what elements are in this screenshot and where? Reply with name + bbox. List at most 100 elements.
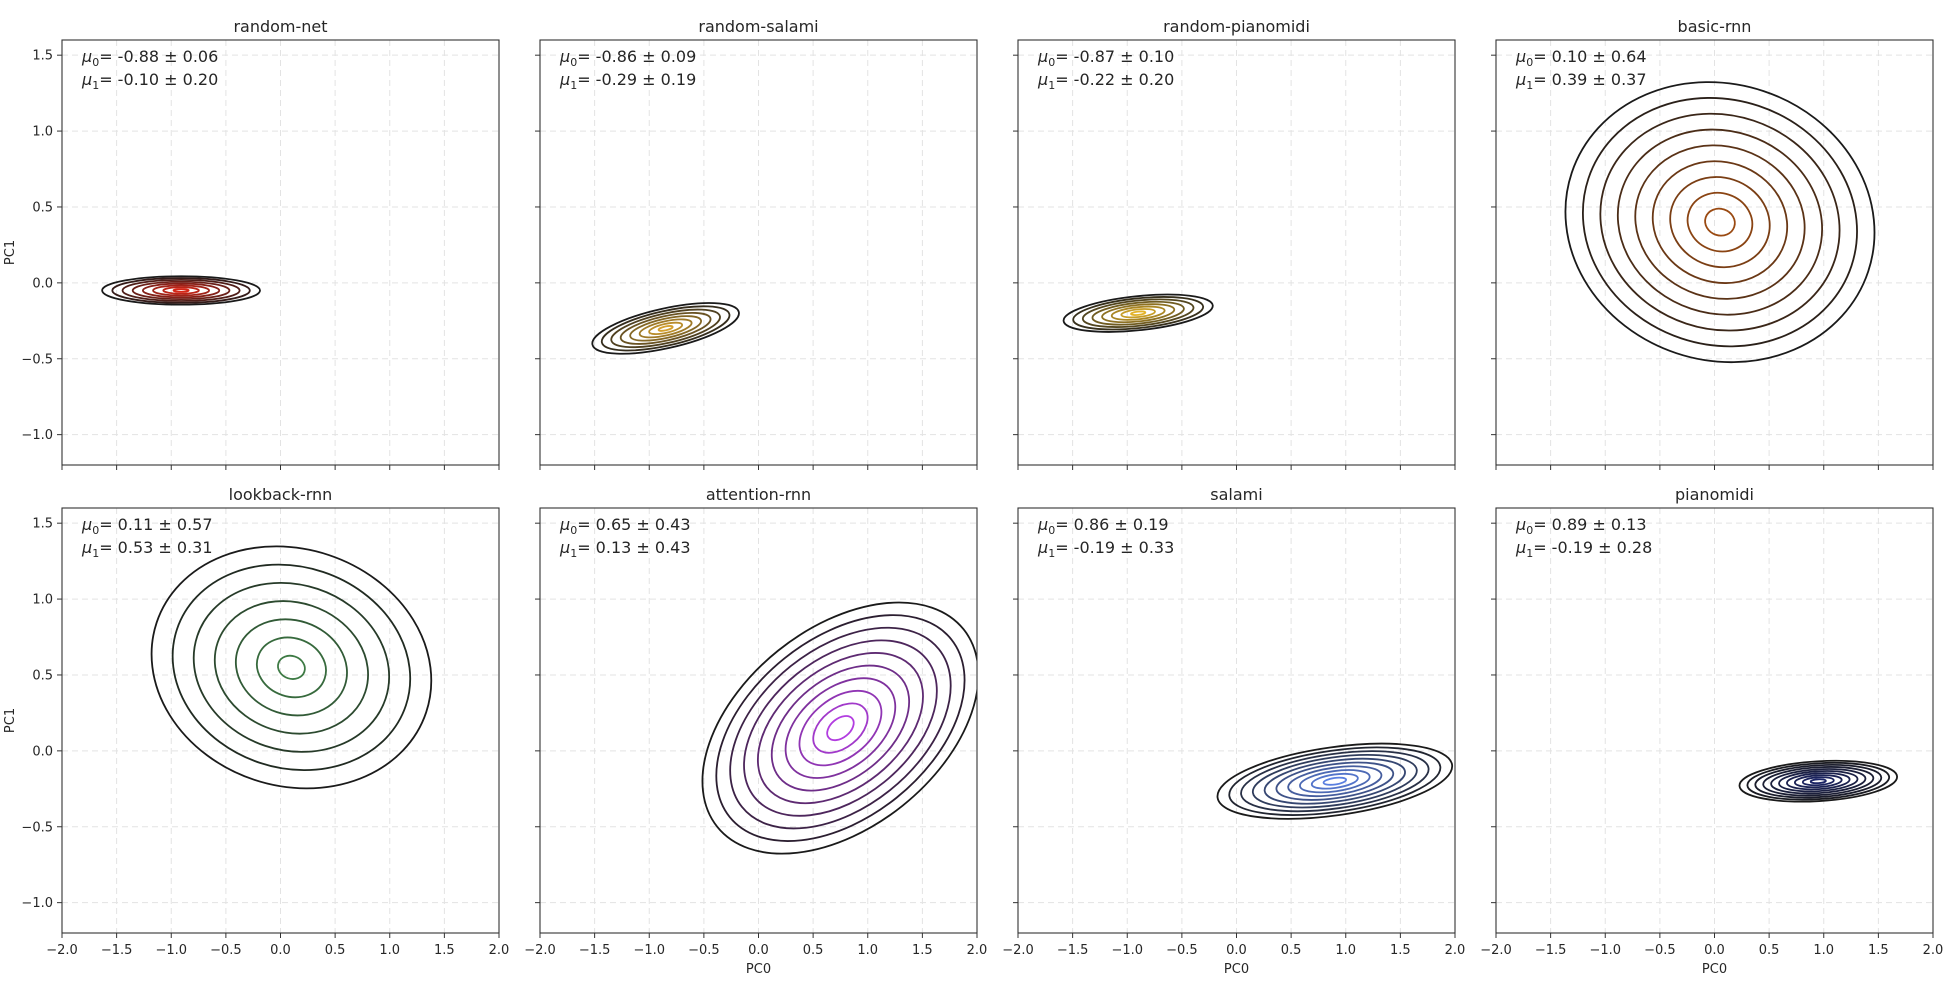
xtick-label: 2.0 [489, 943, 510, 958]
xtick-label: 0.5 [803, 943, 824, 958]
ytick-label: 0.0 [32, 744, 53, 759]
xtick-label: −1.0 [1111, 943, 1143, 958]
contour-level [715, 614, 966, 842]
contour-level [1616, 128, 1824, 316]
xtick-label: −1.5 [579, 943, 611, 958]
xtick-label: 0.0 [1226, 943, 1247, 958]
stat-line-mu0: μ0= 0.89 ± 0.13 [1515, 515, 1647, 537]
xtick-label: −0.5 [1166, 943, 1198, 958]
xtick-label: −0.5 [210, 943, 242, 958]
contour-level [743, 639, 938, 817]
contour-level [1634, 144, 1806, 300]
ytick-label: −1.0 [21, 896, 53, 911]
contour-level [152, 284, 210, 297]
contour-level [1770, 768, 1867, 795]
xtick-label: 0.5 [1281, 943, 1302, 958]
contour-level [619, 311, 712, 345]
contour-level [192, 581, 391, 753]
contour-level [648, 321, 684, 336]
contour-level [1299, 769, 1371, 794]
stat-line-mu0: μ0= 0.11 ± 0.57 [81, 515, 213, 537]
contour-level [1704, 207, 1736, 237]
y-axis-label: PC1 [3, 240, 18, 265]
contour-level [1738, 759, 1898, 803]
contour-level [1746, 761, 1891, 801]
contour-level [1809, 778, 1827, 785]
contour-level [1786, 772, 1851, 791]
contour-level [629, 315, 702, 342]
xtick-label: 2.0 [967, 943, 988, 958]
x-axis-label: PC0 [746, 962, 771, 977]
stat-line-mu0: μ0= -0.88 ± 0.06 [81, 47, 218, 69]
contour-level [1062, 293, 1214, 333]
contour-level [826, 715, 855, 742]
ytick-label: −0.5 [21, 352, 53, 367]
contour-level [1081, 298, 1195, 328]
xtick-label: −1.5 [1057, 943, 1089, 958]
panel-title: attention-rnn [706, 485, 811, 504]
ytick-label: 0.0 [32, 276, 53, 291]
xtick-label: −1.5 [1535, 943, 1567, 958]
xtick-label: 1.0 [1335, 943, 1356, 958]
contour-level [798, 689, 883, 767]
ytick-label: 0.5 [32, 200, 53, 215]
stat-line-mu0: μ0= 0.86 ± 0.19 [1037, 515, 1169, 537]
xtick-label: −1.0 [155, 943, 187, 958]
contour-level [1091, 300, 1185, 326]
contour-level [1120, 308, 1156, 319]
contour-level [1251, 754, 1418, 809]
stat-line-mu1: μ1= -0.22 ± 0.20 [1037, 70, 1174, 92]
ytick-label: 1.0 [32, 593, 53, 608]
contour-level [1240, 750, 1430, 813]
contour-level [1130, 310, 1147, 316]
xtick-label: −2.0 [1480, 943, 1512, 958]
contour-level [1101, 303, 1176, 324]
contour-group [1564, 81, 1876, 364]
panel-attention-rnn: −2.0 −1.5 −1.0 −0.5 0.0 0.5 1.0 1.5 2.0 attention… [524, 485, 988, 977]
x-axis-label: PC0 [1702, 962, 1727, 977]
contour-level [162, 286, 200, 295]
contour-level [131, 280, 231, 301]
xtick-label: −2.0 [46, 943, 78, 958]
contour-level [1669, 176, 1771, 269]
stat-line-mu0: μ0= 0.65 ± 0.43 [559, 515, 691, 537]
contour-level [784, 677, 897, 779]
panel-random-net: −1.0 −0.5 0.0 0.5 1.0 1.5 random-net PC1 μ0= -0.… [3, 17, 500, 470]
xtick-label: 0.5 [325, 943, 346, 958]
contour-level [234, 618, 348, 717]
contour-level [1754, 764, 1883, 799]
contour-level [657, 325, 674, 332]
xtick-label: 0.0 [270, 943, 291, 958]
contour-level [1263, 757, 1406, 805]
panel-pianomidi: −2.0 −1.5 −1.0 −0.5 0.0 0.5 1.0 1.5 2.0 pianomidi… [1480, 485, 1943, 977]
contour-level [591, 302, 740, 355]
contour-level [756, 652, 924, 805]
contour-level [101, 275, 261, 306]
contour-level [1582, 97, 1858, 348]
contour-level [172, 288, 190, 293]
stat-line-mu1: μ1= -0.10 ± 0.20 [81, 70, 218, 92]
contour-level [213, 600, 369, 735]
contour-level [1110, 305, 1166, 321]
contour-level [701, 601, 977, 855]
xtick-label: 0.5 [1759, 943, 1780, 958]
contour-level [638, 318, 693, 339]
contour-level [150, 545, 433, 790]
contour-level [770, 664, 911, 792]
xtick-label: 1.0 [379, 943, 400, 958]
panel-title: random-net [233, 17, 327, 36]
stat-line-mu1: μ1= -0.29 ± 0.19 [559, 70, 696, 92]
xtick-label: −1.0 [633, 943, 665, 958]
x-axis-label: PC0 [1224, 962, 1249, 977]
stat-line-mu0: μ0= -0.86 ± 0.09 [559, 47, 696, 69]
ytick-label: −1.0 [21, 428, 53, 443]
contour-level [256, 636, 327, 699]
xtick-label: 2.0 [1445, 943, 1466, 958]
contour-level [1275, 761, 1395, 801]
contour-group [1216, 742, 1454, 820]
xtick-label: −0.5 [688, 943, 720, 958]
contour-group [150, 545, 433, 790]
contour-level [1651, 160, 1789, 284]
